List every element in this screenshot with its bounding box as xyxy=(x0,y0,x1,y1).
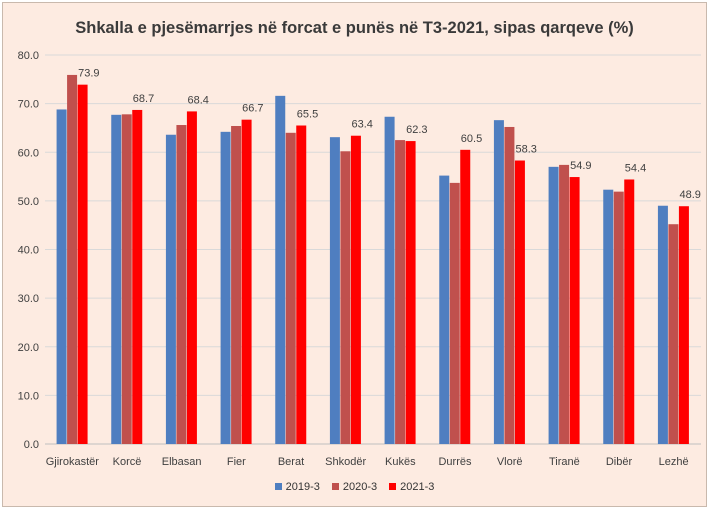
data-label: 60.5 xyxy=(461,133,482,145)
bar-2020-3-Shkodër xyxy=(340,151,351,444)
bar-2019-3-Vlorë xyxy=(493,120,504,444)
legend: 2019-3 2020-3 2021-3 xyxy=(3,481,706,493)
bar-2019-3-Tiranë xyxy=(548,166,559,444)
bar-2020-3-Gjirokastër xyxy=(67,74,78,444)
y-axis-ticks: 0.0 10.0 20.0 30.0 40.0 50.0 60.0 70.0 80.0 xyxy=(18,50,39,451)
bar-2021-3-Shkodër xyxy=(350,135,361,444)
bar-2021-3-Fier xyxy=(241,119,252,444)
y-tick-label: 40.0 xyxy=(18,245,39,257)
bar-2021-3-Berat xyxy=(296,125,307,444)
x-tick-label: Durrës xyxy=(438,456,472,468)
data-label: 73.9 xyxy=(78,68,99,80)
bar-2019-3-Dibër xyxy=(603,189,614,444)
chart-title: Shkalla e pjesëmarrjes në forcat e punës… xyxy=(75,19,634,37)
bar-2021-3-Elbasan xyxy=(186,111,197,444)
x-tick-label: Shkodër xyxy=(325,456,366,468)
y-tick-label: 80.0 xyxy=(18,50,39,62)
bar-2021-3-Lezhë xyxy=(678,206,689,444)
x-tick-label: Vlorë xyxy=(497,456,523,468)
bar-2019-3-Elbasan xyxy=(165,134,176,444)
chart-frame: Shkalla e pjesëmarrjes në forcat e punës… xyxy=(2,2,707,507)
data-label: 66.7 xyxy=(242,103,263,115)
y-tick-label: 60.0 xyxy=(18,147,39,159)
x-tick-label: Lezhë xyxy=(659,456,689,468)
legend-item: 2021-3 xyxy=(389,481,434,493)
gridlines xyxy=(45,54,701,445)
bar-2020-3-Durrës xyxy=(449,182,460,445)
bar-2019-3-Shkodër xyxy=(329,137,340,444)
y-tick-label: 70.0 xyxy=(18,99,39,111)
data-label: 68.7 xyxy=(133,93,154,105)
x-tick-label: Fier xyxy=(227,456,246,468)
legend-swatch xyxy=(389,483,397,490)
bar-2019-3-Kukës xyxy=(384,116,395,444)
y-tick-label: 30.0 xyxy=(18,293,39,305)
x-tick-label: Berat xyxy=(278,456,304,468)
data-label: 62.3 xyxy=(406,124,427,136)
x-axis-ticks: Gjirokastër Korcë Elbasan Fier Berat Shkodër K… xyxy=(46,456,689,468)
bar-2019-3-Lezhë xyxy=(657,205,668,444)
bar-2020-3-Vlorë xyxy=(504,126,515,444)
x-tick-label: Tiranë xyxy=(549,456,580,468)
legend-label: 2021-3 xyxy=(400,481,435,493)
bar-2020-3-Lezhë xyxy=(668,224,679,444)
x-tick-label: Gjirokastër xyxy=(46,456,100,468)
bar-2021-3-Dibër xyxy=(624,179,635,445)
bar-2019-3-Fier xyxy=(220,131,231,444)
plot-area: 0.0 10.0 20.0 30.0 40.0 50.0 60.0 70.0 80.0 73.9… xyxy=(18,50,701,468)
data-label: 54.4 xyxy=(625,162,646,174)
bar-2021-3-Korcë xyxy=(132,109,143,444)
x-tick-label: Dibër xyxy=(606,456,633,468)
bar-2021-3-Vlorë xyxy=(514,160,525,445)
bar-2019-3-Gjirokastër xyxy=(56,109,67,445)
bar-2020-3-Kukës xyxy=(395,140,406,444)
data-label: 65.5 xyxy=(297,109,318,121)
y-tick-label: 10.0 xyxy=(18,390,39,402)
data-label: 48.9 xyxy=(679,189,700,201)
bar-2020-3-Elbasan xyxy=(176,125,187,445)
bar-2019-3-Berat xyxy=(275,95,286,444)
x-tick-label: Kukës xyxy=(385,456,416,468)
y-tick-label: 50.0 xyxy=(18,196,39,208)
bar-2020-3-Tiranë xyxy=(559,164,570,444)
y-tick-label: 0.0 xyxy=(24,439,39,451)
bar-2021-3-Durrës xyxy=(460,149,471,444)
bar-2019-3-Korcë xyxy=(111,114,122,444)
data-label: 63.4 xyxy=(351,119,372,131)
legend-label: 2019-3 xyxy=(285,481,320,493)
data-labels: 73.9 68.7 68.4 66.7 65.5 63.4 62.3 60.5 58.3 54.9… xyxy=(78,68,701,202)
data-label: 54.9 xyxy=(570,160,591,172)
bar-2019-3-Durrës xyxy=(439,175,450,444)
bar-2020-3-Berat xyxy=(285,132,296,445)
data-label: 58.3 xyxy=(515,144,536,156)
bar-2020-3-Fier xyxy=(231,125,242,445)
legend-item: 2019-3 xyxy=(274,481,320,493)
legend-swatch xyxy=(331,483,339,490)
x-tick-label: Korcë xyxy=(113,456,142,468)
legend-item: 2020-3 xyxy=(331,481,378,493)
legend-swatch xyxy=(274,483,282,490)
bar-2020-3-Korcë xyxy=(121,114,132,444)
legend-label: 2020-3 xyxy=(342,481,378,493)
y-tick-label: 20.0 xyxy=(18,342,39,354)
bar-2021-3-Tiranë xyxy=(569,177,580,444)
bar-2021-3-Gjirokastër xyxy=(77,84,88,444)
x-tick-label: Elbasan xyxy=(162,456,202,468)
bar-2020-3-Dibër xyxy=(613,191,624,444)
bars xyxy=(56,74,689,445)
bar-2021-3-Kukës xyxy=(405,141,416,444)
data-label: 68.4 xyxy=(187,94,208,106)
